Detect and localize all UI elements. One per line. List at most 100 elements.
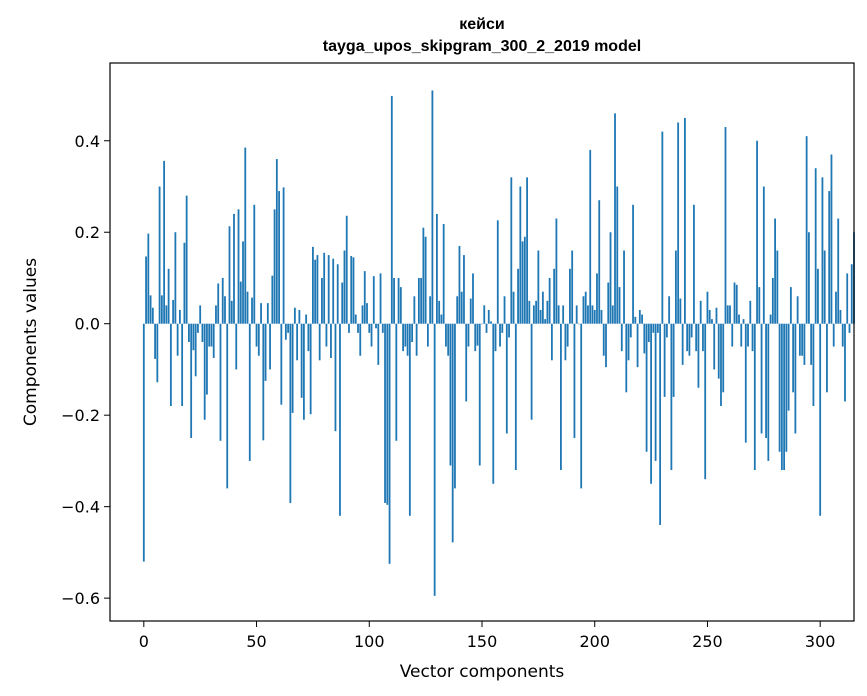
bar-20 — [188, 323, 190, 342]
bar-161 — [505, 323, 508, 434]
bar-49 — [253, 204, 256, 324]
bar-85 — [334, 323, 337, 432]
bar-46 — [246, 291, 249, 324]
y-tick-label-3: 0.0 — [75, 315, 100, 334]
bar-140 — [458, 245, 461, 324]
bar-276 — [765, 323, 767, 439]
bar-93 — [352, 257, 355, 324]
bar-299 — [817, 268, 819, 324]
bar-57 — [271, 275, 274, 324]
bar-258 — [724, 127, 727, 324]
bar-241 — [686, 323, 689, 352]
bar-297 — [812, 323, 815, 407]
bar-220 — [638, 309, 641, 324]
bar-264 — [738, 314, 740, 324]
bar-228 — [656, 323, 659, 333]
bar-16 — [178, 309, 181, 324]
bar-233 — [668, 296, 671, 324]
bar-307 — [835, 291, 837, 324]
bar-44 — [242, 241, 244, 324]
bar-53 — [262, 323, 265, 441]
bar-37 — [226, 323, 229, 489]
bar-210 — [616, 186, 619, 324]
bar-55 — [266, 303, 269, 324]
bar-259 — [726, 305, 729, 324]
bar-288 — [792, 323, 795, 393]
bar-152 — [485, 323, 488, 333]
bar-111 — [393, 277, 395, 324]
bar-66 — [291, 323, 294, 413]
bar-169 — [523, 236, 526, 324]
bar-130 — [436, 213, 438, 324]
bar-298 — [814, 168, 817, 324]
bar-15 — [176, 323, 179, 356]
bar-174 — [535, 300, 538, 324]
bar-183 — [555, 218, 558, 324]
bar-287 — [789, 287, 792, 324]
bar-198 — [589, 149, 592, 324]
y-tick-label-2: −0.2 — [61, 406, 100, 425]
bar-123 — [420, 277, 423, 324]
bar-56 — [269, 323, 271, 370]
bar-281 — [776, 250, 779, 324]
bar-6 — [156, 323, 159, 383]
bar-309 — [839, 309, 842, 324]
bar-109 — [388, 323, 391, 564]
bar-95 — [357, 323, 359, 333]
bar-218 — [634, 316, 637, 324]
y-tick-label-5: 0.4 — [75, 132, 100, 151]
bar-157 — [496, 220, 499, 324]
bar-224 — [647, 323, 650, 342]
bar-205 — [605, 323, 607, 368]
bar-72 — [305, 314, 308, 324]
bar-226 — [652, 323, 655, 333]
bar-7 — [158, 186, 161, 324]
bar-229 — [659, 323, 662, 525]
bar-36 — [224, 296, 226, 324]
bar-213 — [623, 250, 625, 324]
bar-296 — [810, 323, 813, 365]
bar-303 — [826, 323, 828, 393]
bar-209 — [614, 113, 616, 324]
bar-219 — [636, 323, 639, 368]
bar-215 — [627, 323, 630, 361]
bar-212 — [620, 323, 623, 352]
bar-201 — [596, 273, 598, 324]
bar-293 — [803, 323, 806, 365]
bar-188 — [566, 323, 569, 347]
bar-254 — [715, 307, 718, 324]
bar-2 — [147, 233, 150, 324]
bar-78 — [318, 323, 321, 361]
bar-84 — [332, 258, 335, 324]
y-tick-label-4: 0.2 — [75, 223, 100, 242]
bar-273 — [758, 287, 761, 324]
bar-3 — [149, 295, 152, 324]
bar-270 — [751, 323, 754, 352]
bar-186 — [562, 305, 565, 324]
bar-184 — [557, 305, 560, 324]
bar-24 — [197, 323, 199, 333]
bar-239 — [681, 323, 684, 365]
x-tick-label-250: 250 — [692, 632, 723, 651]
bar-240 — [684, 117, 686, 324]
bar-59 — [275, 159, 278, 324]
bar-164 — [512, 291, 515, 324]
bar-156 — [494, 323, 497, 352]
bar-43 — [239, 281, 242, 324]
bar-194 — [580, 323, 583, 489]
bar-247 — [699, 300, 702, 324]
bar-242 — [688, 323, 691, 356]
bar-182 — [553, 268, 556, 324]
bar-112 — [395, 323, 398, 441]
bar-265 — [740, 323, 743, 347]
bar-81 — [325, 323, 328, 347]
bar-86 — [336, 264, 339, 324]
bar-308 — [837, 218, 840, 324]
bar-141 — [460, 291, 463, 324]
bar-162 — [508, 323, 510, 338]
bar-137 — [451, 323, 454, 543]
bar-5 — [154, 323, 156, 359]
bar-9 — [163, 160, 166, 324]
